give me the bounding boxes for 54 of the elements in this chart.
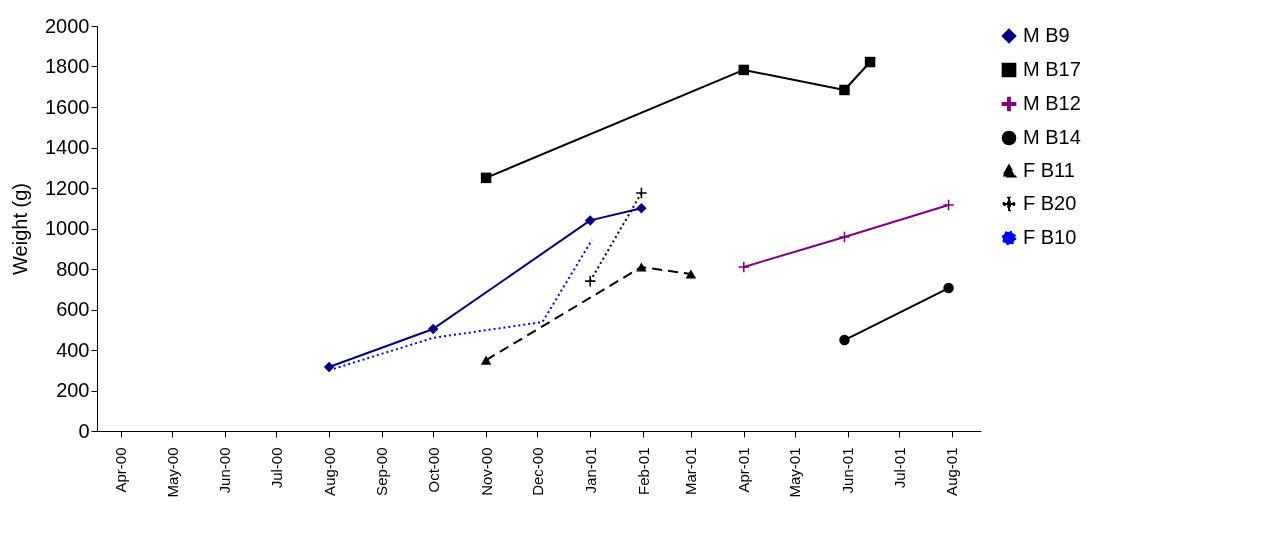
point xyxy=(943,199,954,211)
x-tick-label: Jan-01 xyxy=(581,447,599,494)
point xyxy=(584,215,596,226)
x-tick-label: Apr-00 xyxy=(112,447,130,493)
legend-label: F B11 xyxy=(1023,159,1075,181)
x-tick-label: Jul-01 xyxy=(890,447,908,489)
x-tick-label: Aug-00 xyxy=(320,447,338,496)
point xyxy=(480,172,492,184)
y-tick-label: 2000 xyxy=(45,14,90,37)
y-tick-label: 1800 xyxy=(45,55,90,77)
point xyxy=(427,323,439,335)
x-tick-label: Nov-00 xyxy=(477,447,495,496)
x-tick-label: Sep-00 xyxy=(373,447,391,496)
point xyxy=(584,275,596,287)
legend-label: M B9 xyxy=(1023,24,1070,46)
point xyxy=(738,64,750,76)
y-tick-label: 1000 xyxy=(45,217,90,239)
x-tick-label: May-00 xyxy=(163,447,181,498)
x-tick-label: Jul-00 xyxy=(267,447,285,489)
y-tick-label: 1600 xyxy=(45,95,90,118)
legend-label: M B17 xyxy=(1023,58,1081,80)
x-tick-label: Apr-01 xyxy=(735,447,753,493)
y-tick-label: 400 xyxy=(56,338,90,361)
point xyxy=(636,262,647,272)
point xyxy=(839,231,850,243)
x-tick-label: Jun-01 xyxy=(839,447,857,494)
legend-label: M B14 xyxy=(1023,126,1081,148)
x-tick-label: Aug-01 xyxy=(943,447,961,496)
y-tick-label: 200 xyxy=(56,379,90,401)
x-tick-label: Dec-00 xyxy=(528,447,546,496)
point xyxy=(685,269,697,279)
point xyxy=(738,261,750,273)
x-tick-label: Feb-01 xyxy=(634,447,652,496)
y-axis-title: Weight (g) xyxy=(9,183,32,275)
legend-label: F B20 xyxy=(1023,192,1077,214)
point xyxy=(323,361,335,373)
y-tick-label: 1200 xyxy=(45,176,90,199)
legend-label: M B12 xyxy=(1023,92,1081,114)
y-tick-label: 1400 xyxy=(45,136,90,158)
point xyxy=(839,334,850,346)
point xyxy=(636,203,647,214)
x-tick-label: Mar-01 xyxy=(682,447,700,496)
point xyxy=(943,282,954,294)
x-tick-label: Oct-00 xyxy=(424,447,442,493)
x-tick-label: Jun-00 xyxy=(216,447,234,494)
x-tick-label: May-01 xyxy=(786,447,804,498)
point xyxy=(864,56,876,68)
point xyxy=(839,84,850,96)
y-tick-label: 600 xyxy=(56,298,90,320)
point xyxy=(636,187,647,199)
legend-label: F B10 xyxy=(1023,226,1077,248)
point xyxy=(480,355,492,365)
y-tick-label: 800 xyxy=(56,257,90,280)
y-tick-label: 0 xyxy=(78,419,90,442)
